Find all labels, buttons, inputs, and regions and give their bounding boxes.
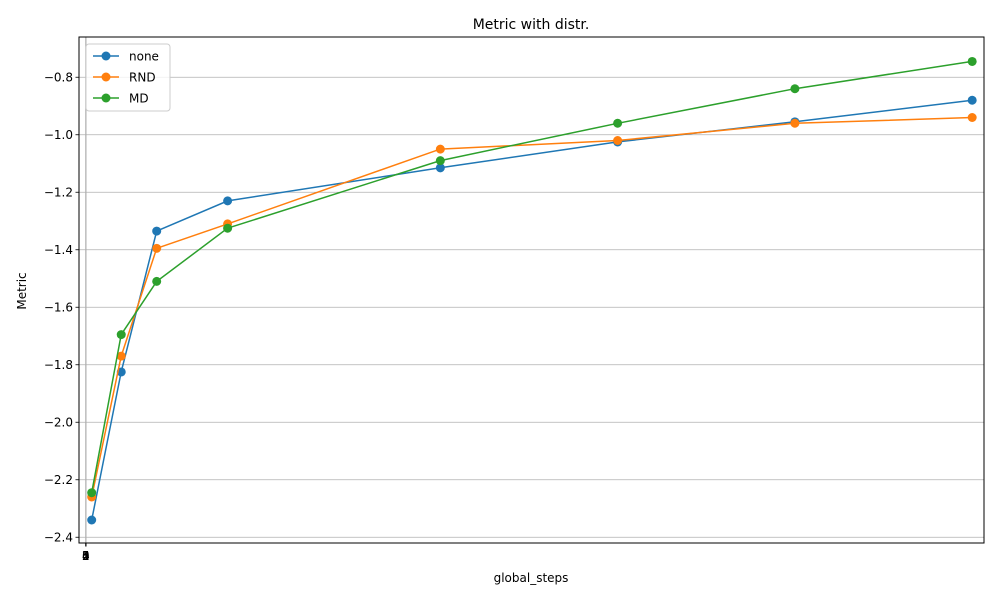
x-axis-label: global_steps [494,571,569,585]
series-line [90,60,973,493]
y-tick-label: −1.0 [44,128,73,142]
data-point [223,196,233,206]
data-point [435,163,445,173]
data-point [435,144,445,154]
chart-title: Metric with distr. [473,17,590,33]
data-point [152,276,162,286]
y-tick-label: −2.0 [44,415,73,429]
y-tick-label: −1.2 [44,185,73,199]
data-point [152,243,162,253]
y-tick-label: −1.8 [44,358,73,372]
data-point [790,84,800,94]
data-point [87,515,97,525]
y-tick-label: −0.8 [44,70,73,84]
y-axis: −2.4 −2.2 −2.0 −1.8 −1.6 −1.4 −1.2 −1.0 −0.8 [44,70,79,544]
series-line [90,99,973,521]
legend-marker [101,51,111,61]
x-tick-label: 2 [82,549,90,563]
y-axis-label: Metric [15,272,29,309]
data-point [116,330,126,340]
legend-label: MD [129,92,149,106]
data-point [613,136,623,145]
plot-frame [78,36,985,544]
data-point [435,156,445,166]
y-tick-label: −2.2 [44,473,73,487]
y-tick-label: −2.4 [44,530,73,544]
data-point [613,118,623,128]
x-tick-label: 0 [82,549,90,563]
legend: none RND MD [85,43,171,112]
data-point [967,113,977,122]
series-md [87,56,977,498]
y-tick-label: −1.4 [44,243,73,257]
x-tick-label: 1 [82,549,90,563]
x-tick-label: 4 [82,549,90,563]
grid [79,37,984,543]
data-point [116,351,126,361]
y-tick-label: −1.6 [44,300,73,314]
legend-label: none [129,50,159,64]
data-point [223,223,233,233]
legend-marker [101,72,111,82]
data-point [790,118,800,128]
x-tick-label: 3 [82,549,90,563]
series-line [90,116,973,498]
data-point [967,95,977,105]
data-point [87,488,97,498]
series-layer [87,56,977,525]
data-point [967,56,977,66]
legend-label: RND [129,71,156,85]
x-tick-label: 5 [82,549,90,563]
legend-marker [101,93,111,103]
data-point [152,226,162,236]
